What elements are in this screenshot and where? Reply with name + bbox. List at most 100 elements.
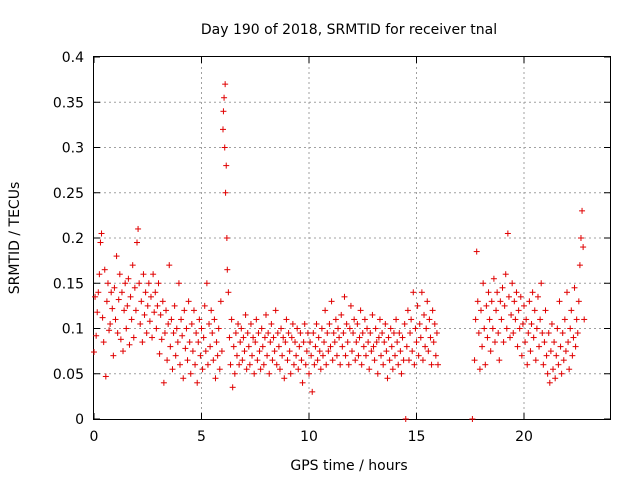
data-point [518,352,525,359]
data-point [398,370,405,377]
data-point [296,343,303,350]
data-point [569,352,576,359]
data-point [493,307,500,314]
data-point [215,325,222,332]
data-point [159,298,166,305]
data-point [374,370,381,377]
y-axis-title: SRMTID / TECUs [7,182,23,295]
data-point [310,330,317,337]
data-point [516,325,523,332]
data-point [415,352,422,359]
x-tick-label: 0 [90,429,99,445]
data-point [100,339,107,346]
data-point [336,334,343,341]
data-point [265,330,272,337]
data-point [306,370,312,377]
data-point [171,302,178,309]
data-point [261,334,268,341]
data-point [149,334,156,341]
data-point [213,339,220,346]
data-point [106,327,113,334]
data-point [507,334,514,341]
data-point [308,352,315,359]
data-point [378,352,385,359]
data-point [253,316,260,323]
data-point [144,302,151,309]
data-point [184,357,191,364]
data-point [221,144,228,151]
data-point [259,343,266,350]
data-point [127,293,134,300]
data-point [91,349,97,356]
data-point [257,366,264,373]
data-point [561,316,568,323]
y-tick-label: 0.35 [53,95,84,111]
data-point [360,343,367,350]
data-point [237,339,244,346]
data-point [221,94,228,101]
data-point [254,357,261,364]
data-point [260,361,267,368]
data-point [394,339,401,346]
data-point [419,357,426,364]
data-point [362,352,369,359]
y-tick-label: 0.3 [62,141,84,157]
data-point [129,262,136,269]
data-point [233,352,240,359]
data-point [332,316,339,323]
data-point [367,330,374,337]
data-point [544,370,551,377]
data-point [177,361,183,368]
data-point [304,330,311,337]
data-point [330,330,337,337]
data-point [139,339,146,346]
data-point [121,307,128,314]
data-point [331,339,338,346]
data-point [294,325,301,332]
data-point [548,320,555,327]
data-point [499,284,506,291]
data-point [432,352,439,359]
data-point [502,271,509,278]
data-point [376,316,383,323]
data-point [428,361,435,368]
data-point [321,339,328,346]
data-point [300,339,307,346]
x-tick-label: 5 [197,429,206,445]
data-point [546,379,553,386]
data-point [202,348,209,355]
data-point [164,357,171,364]
data-point [488,298,495,305]
data-point [373,339,380,346]
data-point [543,352,550,359]
data-point [276,366,283,373]
data-point [403,343,410,350]
data-point [402,416,409,422]
data-point [116,271,123,278]
data-point [500,339,507,346]
data-point [104,280,111,287]
data-point [154,302,161,309]
data-point [474,298,481,305]
data-point [110,352,117,359]
data-point [236,361,243,368]
data-point [574,330,581,337]
data-point [263,311,269,318]
data-point [564,289,570,296]
data-point [318,325,325,332]
data-point [343,320,350,327]
data-point [118,289,125,296]
data-point [230,343,237,350]
data-point [303,348,310,355]
data-point [341,293,348,300]
data-point [529,289,536,296]
data-point [131,284,138,291]
data-point [216,366,223,373]
data-point [515,307,522,314]
data-point [96,271,103,278]
data-point [525,330,532,337]
data-point [250,334,257,341]
data-point [289,320,296,327]
data-point [552,375,559,382]
data-point [264,352,271,359]
